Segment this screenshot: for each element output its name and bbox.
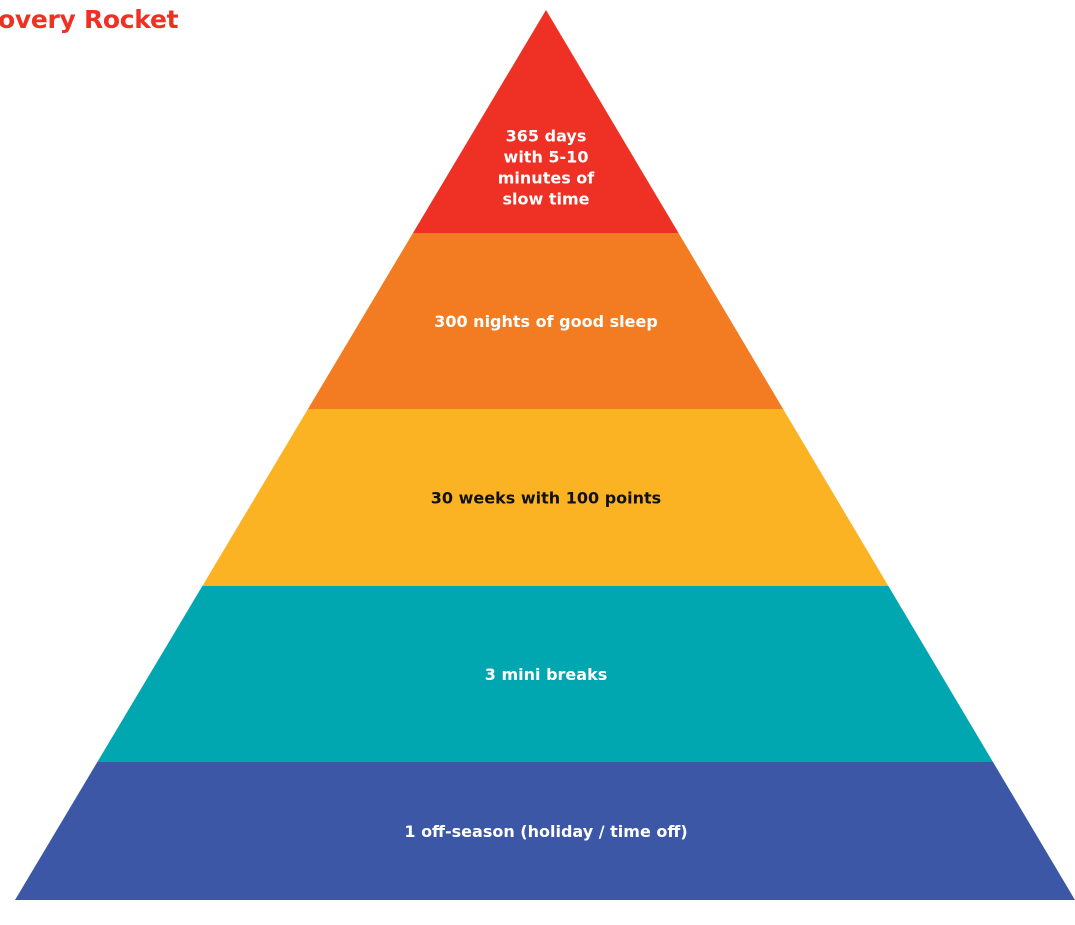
tier-label-3: 30 weeks with 100 points bbox=[431, 489, 661, 508]
tier-label-line: 365 days bbox=[506, 127, 587, 146]
pyramid-tier-1 bbox=[412, 10, 679, 233]
pyramid-tier-5 bbox=[15, 762, 1075, 900]
pyramid-tier-4 bbox=[97, 586, 993, 762]
tier-label-2: 300 nights of good sleep bbox=[434, 312, 658, 331]
tier-label-line: slow time bbox=[502, 190, 589, 209]
diagram-title: overy Rocket bbox=[0, 5, 179, 34]
tier-label-line: 300 nights of good sleep bbox=[434, 312, 658, 331]
tier-label-line: with 5-10 bbox=[504, 148, 589, 167]
tier-label-line: minutes of bbox=[498, 169, 596, 188]
tier-label-line: 30 weeks with 100 points bbox=[431, 489, 661, 508]
tier-label-4: 3 mini breaks bbox=[485, 665, 607, 684]
tier-label-5: 1 off-season (holiday / time off) bbox=[404, 822, 687, 841]
tier-label-1: 365 days with 5-10 minutes of slow time bbox=[498, 127, 596, 209]
pyramid-tier-2 bbox=[307, 233, 784, 409]
tier-label-line: 1 off-season (holiday / time off) bbox=[404, 822, 687, 841]
pyramid-tier-3 bbox=[202, 409, 889, 586]
tier-label-line: 3 mini breaks bbox=[485, 665, 607, 684]
